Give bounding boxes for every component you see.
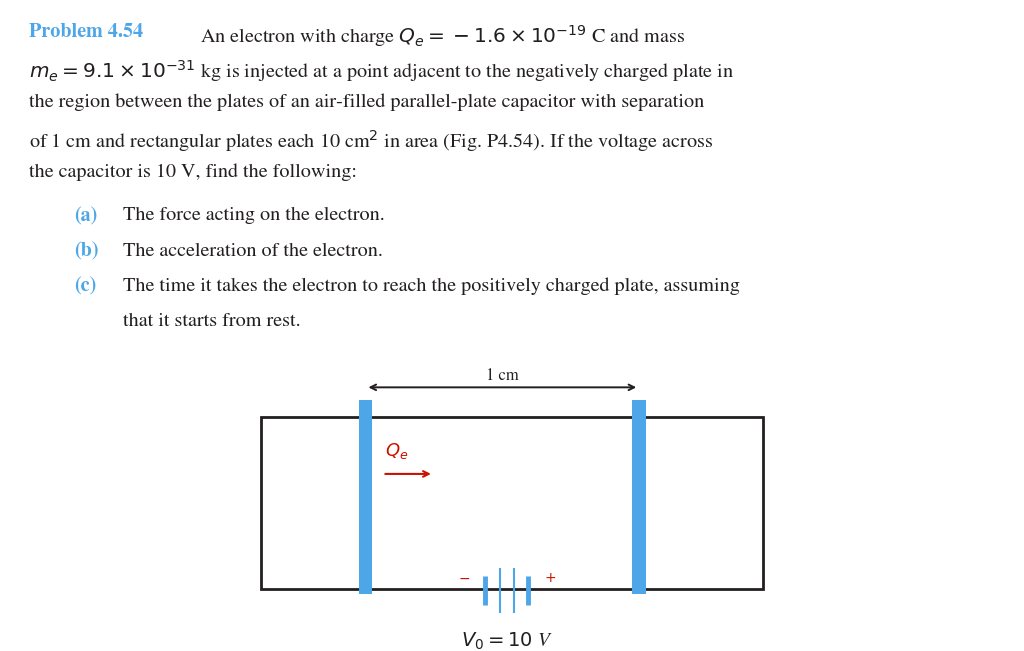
Text: $+$: $+$: [544, 571, 556, 585]
Text: of 1 cm and rectangular plates each 10 cm$^2$ in area (Fig. P4.54). If the volta: of 1 cm and rectangular plates each 10 c…: [29, 128, 713, 154]
Bar: [359, 400, 373, 594]
Text: that it starts from rest.: that it starts from rest.: [123, 313, 300, 330]
Text: (c): (c): [74, 277, 96, 296]
Text: The acceleration of the electron.: The acceleration of the electron.: [123, 243, 383, 260]
Bar: [261, 417, 763, 589]
Text: the region between the plates of an air-filled parallel-plate capacitor with sep: the region between the plates of an air-…: [29, 93, 703, 111]
Text: $m_e = 9.1 \times 10^{-31}$ kg is injected at a point adjacent to the negatively: $m_e = 9.1 \times 10^{-31}$ kg is inject…: [29, 58, 734, 84]
Text: The time it takes the electron to reach the positively charged plate, assuming: The time it takes the electron to reach …: [123, 277, 739, 296]
Text: (b): (b): [74, 243, 98, 261]
Text: (a): (a): [74, 207, 97, 226]
Text: An electron with charge $Q_e = -1.6 \times 10^{-19}$ C and mass: An electron with charge $Q_e = -1.6 \tim…: [200, 23, 685, 49]
Text: $Q_e$: $Q_e$: [385, 441, 408, 461]
Text: 1 cm: 1 cm: [486, 368, 519, 384]
Text: $V_0 = 10$ V: $V_0 = 10$ V: [461, 631, 553, 651]
Text: Problem 4.54: Problem 4.54: [29, 23, 142, 41]
Text: The force acting on the electron.: The force acting on the electron.: [123, 207, 385, 225]
Text: $-$: $-$: [458, 571, 470, 585]
Bar: [633, 400, 646, 594]
Text: the capacitor is 10 V, find the following:: the capacitor is 10 V, find the followin…: [29, 163, 356, 181]
